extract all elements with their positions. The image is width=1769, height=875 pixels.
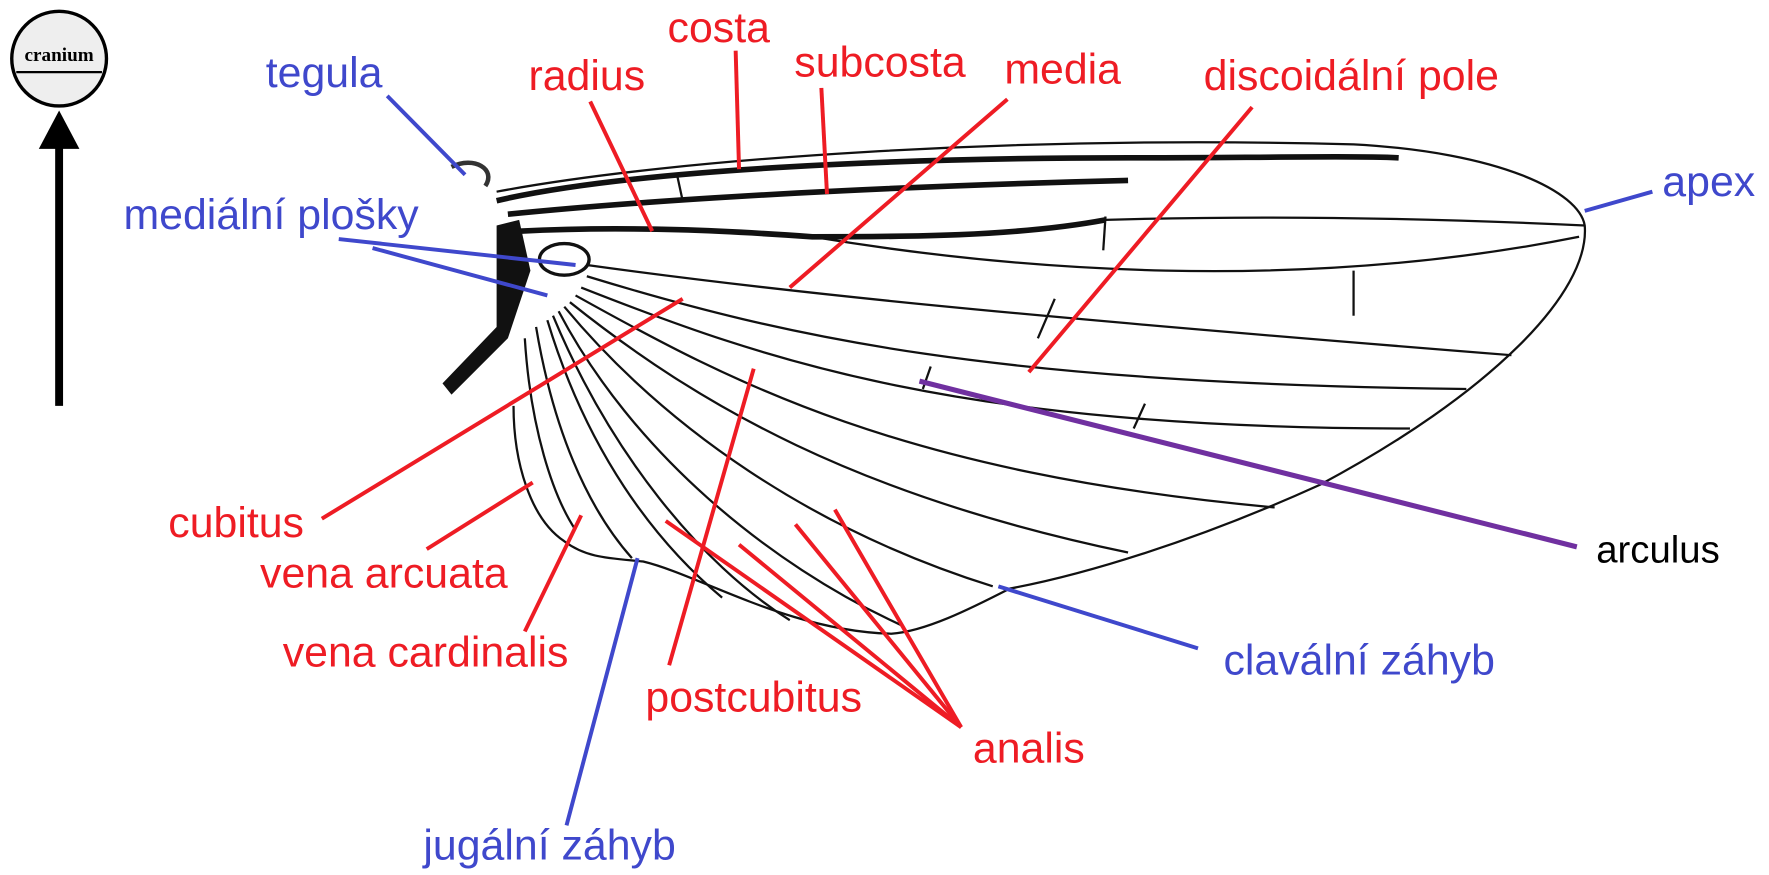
cranium-label: cranium	[25, 45, 94, 66]
label: jugální záhyb	[421, 821, 675, 869]
label: mediální plošky	[124, 191, 420, 239]
label: subcosta	[794, 39, 966, 87]
label: analis	[973, 724, 1085, 772]
leader-lines	[322, 51, 1653, 826]
wing	[442, 142, 1584, 633]
label: arculus	[1596, 529, 1720, 572]
label: tegula	[266, 49, 383, 97]
label: radius	[528, 52, 645, 100]
label: cubitus	[168, 499, 304, 547]
orientation-marker: cranium	[12, 11, 107, 406]
label: discoidální pole	[1204, 52, 1499, 100]
label: clavální záhyb	[1224, 636, 1495, 684]
label: costa	[668, 4, 771, 52]
label: media	[1004, 45, 1121, 93]
diagram: cranium	[0, 0, 1769, 875]
page: {"cranium": "cranium", "labels": { "cost…	[0, 0, 1769, 875]
label: apex	[1662, 158, 1755, 206]
label: vena cardinalis	[283, 628, 569, 676]
label: vena arcuata	[260, 550, 508, 598]
label: postcubitus	[645, 674, 862, 722]
